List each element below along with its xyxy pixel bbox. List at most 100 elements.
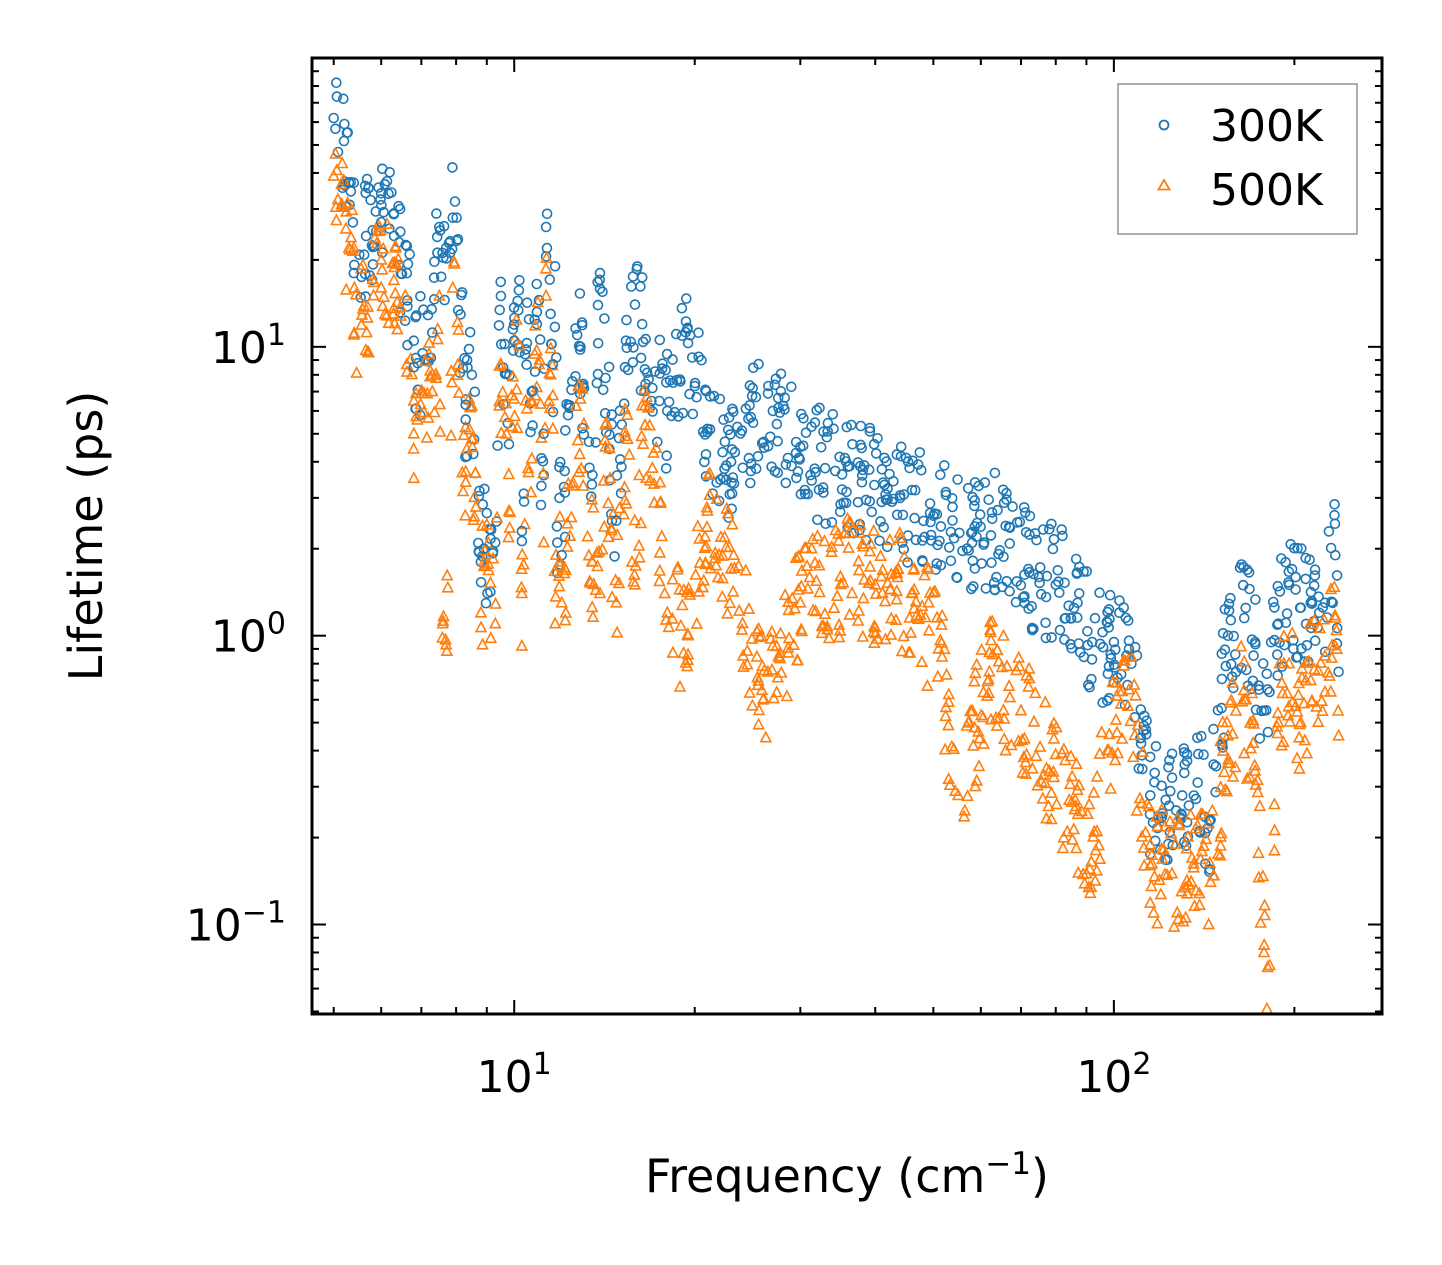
cloud-point-500k bbox=[586, 500, 600, 513]
cloud-point-300k bbox=[1165, 785, 1176, 797]
cloud-point-300k bbox=[918, 515, 929, 527]
cloud-point-500k bbox=[1047, 731, 1061, 744]
cloud-point-500k bbox=[985, 614, 999, 627]
data-point-300k bbox=[1330, 549, 1341, 561]
data-point-300k bbox=[928, 510, 939, 522]
data-point-300k bbox=[1283, 579, 1295, 591]
data-point-500k bbox=[593, 586, 607, 599]
cloud-point-500k bbox=[942, 771, 956, 785]
cloud-point-300k bbox=[1308, 580, 1320, 592]
cloud-point-500k bbox=[1115, 731, 1129, 744]
cloud-point-500k bbox=[1125, 649, 1138, 663]
cloud-point-300k bbox=[1296, 643, 1307, 654]
cloud-point-500k bbox=[1252, 846, 1265, 859]
cloud-point-500k bbox=[349, 287, 363, 300]
cloud-point-500k bbox=[331, 192, 345, 205]
cloud-point-500k bbox=[510, 312, 523, 325]
cloud-point-500k bbox=[496, 385, 510, 398]
cloud-point-500k bbox=[1277, 629, 1291, 642]
cloud-point-300k bbox=[957, 545, 968, 557]
cloud-point-300k bbox=[1035, 588, 1047, 600]
cloud-point-500k bbox=[1299, 655, 1313, 668]
cloud-point-500k bbox=[506, 369, 520, 382]
cloud-point-500k bbox=[868, 620, 882, 633]
cloud-point-300k bbox=[1309, 635, 1321, 647]
cloud-point-500k bbox=[1093, 746, 1107, 759]
cloud-point-500k bbox=[445, 363, 458, 376]
cloud-point-500k bbox=[1089, 843, 1103, 856]
cloud-point-500k bbox=[1331, 703, 1345, 716]
cloud-point-300k bbox=[891, 509, 903, 521]
data-point-300k bbox=[1072, 597, 1083, 609]
cloud-point-500k bbox=[508, 332, 521, 345]
cloud-point-300k bbox=[559, 465, 571, 477]
cloud-point-300k bbox=[1078, 651, 1090, 663]
cloud-point-300k bbox=[330, 123, 341, 135]
cloud-point-500k bbox=[737, 659, 750, 672]
cloud-point-500k bbox=[634, 516, 648, 529]
cloud-point-500k bbox=[1290, 751, 1304, 764]
cloud-point-500k bbox=[585, 600, 599, 613]
data-point-500k bbox=[599, 439, 612, 452]
cloud-point-500k bbox=[971, 724, 985, 737]
cloud-point-300k bbox=[869, 479, 880, 491]
cloud-point-500k bbox=[811, 529, 824, 542]
cloud-point-500k bbox=[856, 536, 869, 549]
cloud-point-500k bbox=[981, 674, 994, 687]
data-point-300k bbox=[682, 337, 694, 349]
cloud-point-500k bbox=[405, 367, 419, 380]
cloud-point-300k bbox=[1225, 658, 1237, 670]
cloud-point-300k bbox=[1274, 586, 1286, 597]
cloud-point-500k bbox=[736, 616, 749, 629]
cloud-point-300k bbox=[985, 530, 997, 541]
cloud-point-300k bbox=[704, 391, 716, 402]
cloud-point-500k bbox=[832, 533, 846, 546]
cloud-point-300k bbox=[1305, 586, 1317, 598]
cloud-point-500k bbox=[1189, 883, 1203, 896]
cloud-point-500k bbox=[1062, 792, 1076, 806]
cloud-point-500k bbox=[911, 611, 925, 625]
cloud-point-500k bbox=[714, 529, 728, 543]
cloud-point-300k bbox=[904, 462, 915, 474]
cloud-point-500k bbox=[1081, 806, 1094, 820]
cloud-point-300k bbox=[1135, 704, 1147, 715]
cloud-point-500k bbox=[467, 490, 481, 503]
cloud-point-500k bbox=[1128, 728, 1142, 741]
cloud-point-300k bbox=[415, 290, 426, 302]
data-point-500k bbox=[1328, 610, 1342, 623]
cloud-point-500k bbox=[1151, 819, 1164, 832]
data-point-500k bbox=[1282, 656, 1296, 669]
cloud-point-300k bbox=[521, 297, 533, 309]
cloud-point-300k bbox=[1225, 592, 1236, 604]
data-point-500k bbox=[618, 429, 632, 442]
cloud-point-500k bbox=[1217, 765, 1231, 778]
cloud-point-500k bbox=[409, 409, 423, 422]
data-point-300k bbox=[647, 382, 658, 394]
cloud-point-500k bbox=[573, 447, 587, 460]
cloud-point-500k bbox=[552, 579, 566, 592]
cloud-point-500k bbox=[831, 526, 845, 539]
cloud-point-500k bbox=[1216, 715, 1230, 728]
cloud-point-500k bbox=[407, 471, 421, 484]
cloud-point-500k bbox=[574, 461, 588, 474]
cloud-point-500k bbox=[486, 551, 500, 564]
cloud-point-500k bbox=[610, 625, 624, 638]
cloud-point-500k bbox=[478, 543, 492, 556]
cloud-point-300k bbox=[934, 469, 946, 481]
cloud-point-300k bbox=[370, 206, 382, 217]
cloud-point-300k bbox=[1313, 607, 1325, 619]
cloud-point-500k bbox=[884, 611, 898, 624]
cloud-point-500k bbox=[761, 664, 775, 677]
cloud-point-500k bbox=[602, 530, 615, 543]
cloud-point-500k bbox=[633, 550, 646, 563]
cloud-point-500k bbox=[480, 517, 494, 530]
cloud-point-300k bbox=[745, 411, 757, 423]
cloud-point-500k bbox=[774, 665, 788, 678]
y-tick-label: 10−1 bbox=[186, 896, 286, 952]
cloud-point-500k bbox=[440, 568, 454, 581]
data-point-500k bbox=[544, 367, 557, 380]
cloud-point-300k bbox=[1250, 704, 1262, 716]
cloud-point-500k bbox=[863, 544, 877, 557]
cloud-point-500k bbox=[374, 223, 387, 236]
data-point-500k bbox=[1080, 866, 1093, 879]
